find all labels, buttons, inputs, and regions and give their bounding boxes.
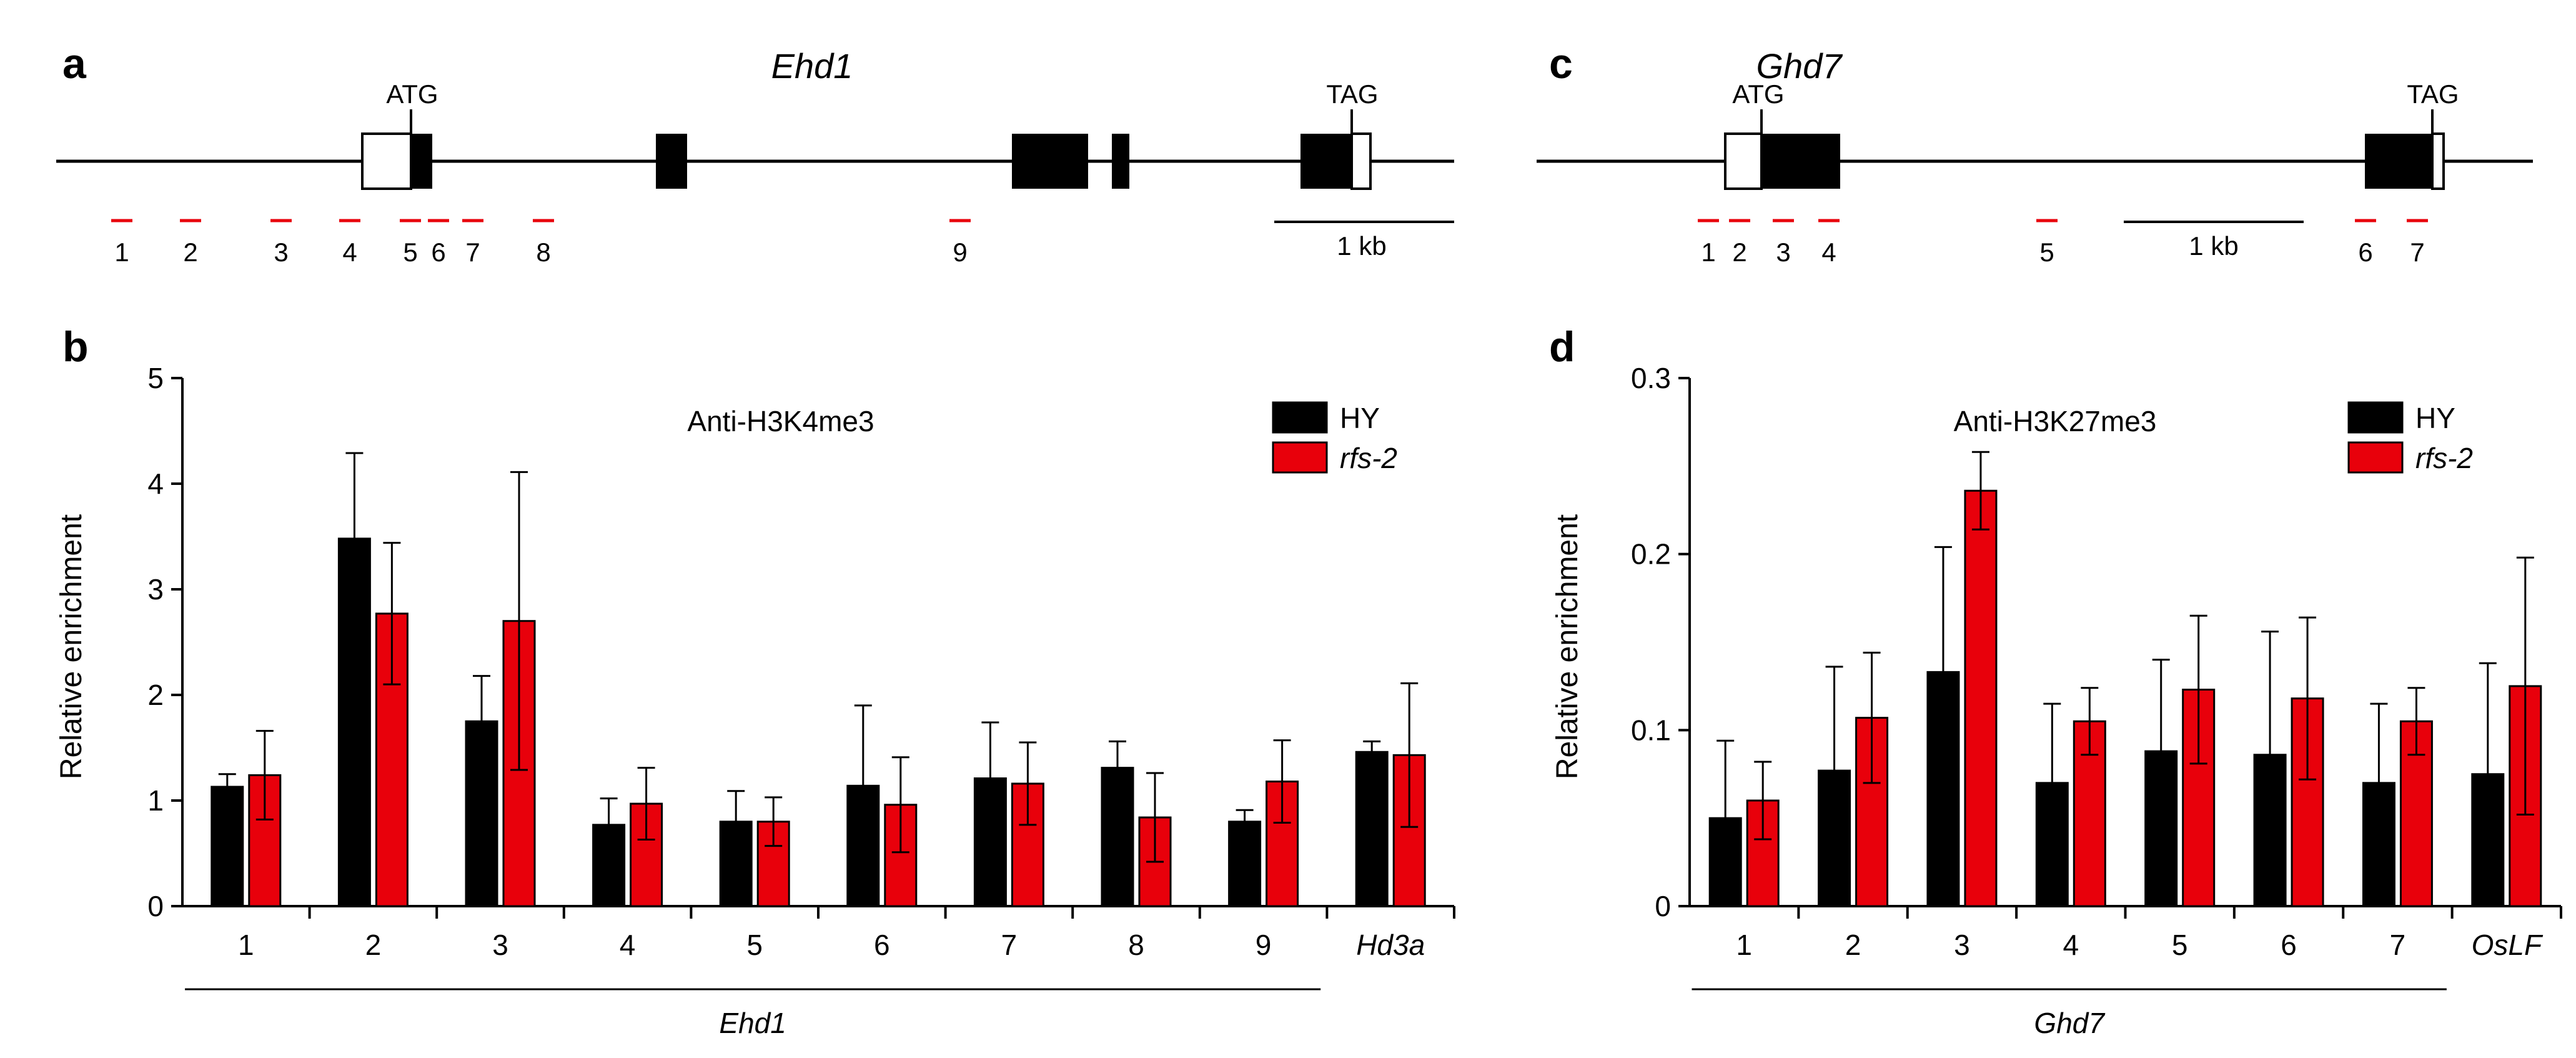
panel-label-a: a: [62, 40, 87, 87]
x-tick-label: 6: [2281, 929, 2297, 961]
primer-label: 1: [1701, 237, 1715, 267]
bar-hy: [1228, 821, 1262, 907]
gene-map-title-ghd7: Ghd7: [1756, 46, 1843, 86]
chart-b-ylabel: Relative enrichment: [55, 514, 88, 779]
legend-swatch-rfs2: [1272, 441, 1328, 474]
primer-label: 6: [2358, 237, 2372, 267]
primer-label: 5: [403, 237, 417, 267]
group-label: Ehd1: [719, 1007, 786, 1039]
ghd7-atg-label: ATG: [1732, 79, 1784, 109]
ghd7-3utr: [2431, 132, 2445, 190]
ehd1-tag-label: TAG: [1326, 79, 1378, 109]
primer-label: 4: [342, 237, 357, 267]
bar-rfs2: [756, 821, 790, 907]
primer-label: 8: [536, 237, 550, 267]
chart-d-legend: HY rfs-2: [2347, 401, 2473, 474]
ghd7-exon-2: [2365, 134, 2432, 189]
legend-label-rfs2: rfs-2: [1340, 442, 1397, 474]
primer-label: 6: [431, 237, 445, 267]
legend-label-hy: HY: [2415, 402, 2455, 434]
primer-label: 7: [2410, 237, 2424, 267]
y-tick-label: 0.3: [1631, 362, 1671, 394]
ehd1-exon-1: [411, 134, 432, 189]
primer-label: 1: [114, 237, 129, 267]
x-tick-label: 4: [620, 929, 636, 961]
h3k4me3-bar-chart: b Anti-H3K4me3 Relative enrichment HY rf…: [55, 323, 1455, 1039]
x-tick-label: 9: [1256, 929, 1272, 961]
legend-label-rfs2: rfs-2: [2415, 442, 2473, 474]
y-tick-label: 5: [147, 362, 164, 394]
panel-label-c: c: [1549, 40, 1573, 87]
group-label: Ghd7: [2034, 1007, 2105, 1039]
ghd7-5utr: [1724, 132, 1763, 190]
x-tick-label: 1: [1736, 929, 1752, 961]
x-tick-label: 8: [1128, 929, 1144, 961]
x-tick-label: 1: [238, 929, 254, 961]
bar-hy: [211, 786, 244, 907]
ehd1-exon-5: [1300, 134, 1352, 189]
h3k27me3-bar-chart: d Anti-H3K27me3 Relative enrichment HY r…: [1549, 323, 2562, 1039]
legend-label-hy: HY: [1340, 402, 1380, 434]
primer-label: 4: [1821, 237, 1836, 267]
x-tick-label: 5: [746, 929, 763, 961]
legend-swatch-rfs2: [2347, 441, 2404, 474]
x-tick-label: 7: [2390, 929, 2406, 961]
x-tick-label: 2: [1845, 929, 1861, 961]
x-tick-label: 5: [2172, 929, 2188, 961]
chart-b-legend: HY rfs-2: [1272, 401, 1397, 474]
x-tick-label: 2: [365, 929, 382, 961]
primer-label: 7: [465, 237, 480, 267]
ghd7-scale-label: 1 kb: [2189, 231, 2238, 261]
y-tick-label: 4: [147, 467, 164, 500]
ehd1-atg-label: ATG: [386, 79, 438, 109]
panel-label-d: d: [1549, 323, 1575, 371]
y-tick-label: 2: [147, 679, 164, 711]
ehd1-scale-label: 1 kb: [1337, 231, 1386, 261]
y-tick-label: 0: [1655, 890, 1671, 922]
chart-d-title: Anti-H3K27me3: [1954, 405, 2157, 437]
chart-b-plot: 0 1 2 3 4 5 1 2 3 4 5 6 7 8 9 Hd3a Ehd1: [147, 362, 1455, 1039]
y-tick-label: 0: [147, 890, 164, 922]
ghd7-exon-1: [1761, 134, 1840, 189]
ehd1-exon-2: [656, 134, 687, 189]
x-tick-label: 7: [1001, 929, 1018, 961]
x-tick-label: Hd3a: [1356, 929, 1425, 961]
gene-map-title-ehd1: Ehd1: [771, 46, 853, 86]
y-tick-label: 1: [147, 784, 164, 817]
x-tick-label: OsLF: [2472, 929, 2544, 961]
x-tick-label: 3: [1954, 929, 1970, 961]
primer-label: 9: [953, 237, 967, 267]
y-tick-label: 0.1: [1631, 714, 1671, 746]
primer-label: 2: [183, 237, 197, 267]
ehd1-3utr: [1350, 132, 1372, 190]
primer-label: 3: [274, 237, 288, 267]
ehd1-exon-4: [1112, 134, 1129, 189]
y-tick-label: 3: [147, 573, 164, 606]
bar-hy: [1355, 751, 1389, 907]
ehd1-exon-3: [1012, 134, 1088, 189]
chart-b-title: Anti-H3K4me3: [687, 405, 874, 437]
chart-d-plot: 0 0.1 0.2 0.3 1 2 3 4 5 6 7 OsLF Ghd7: [1631, 362, 2562, 1039]
ehd1-5utr: [361, 132, 412, 190]
y-tick-label: 0.2: [1631, 538, 1671, 571]
bar-rfs2: [1964, 489, 1998, 907]
ghd7-tag-label: TAG: [2407, 79, 2459, 109]
legend-swatch-hy: [1272, 401, 1328, 434]
primer-label: 5: [2039, 237, 2054, 267]
x-tick-label: 6: [874, 929, 890, 961]
x-tick-label: 3: [492, 929, 508, 961]
primer-label: 2: [1732, 237, 1746, 267]
legend-swatch-hy: [2347, 401, 2404, 434]
primer-label: 3: [1776, 237, 1790, 267]
x-tick-label: 4: [2063, 929, 2079, 961]
chart-d-ylabel: Relative enrichment: [1551, 514, 1584, 779]
panel-label-b: b: [62, 323, 89, 371]
